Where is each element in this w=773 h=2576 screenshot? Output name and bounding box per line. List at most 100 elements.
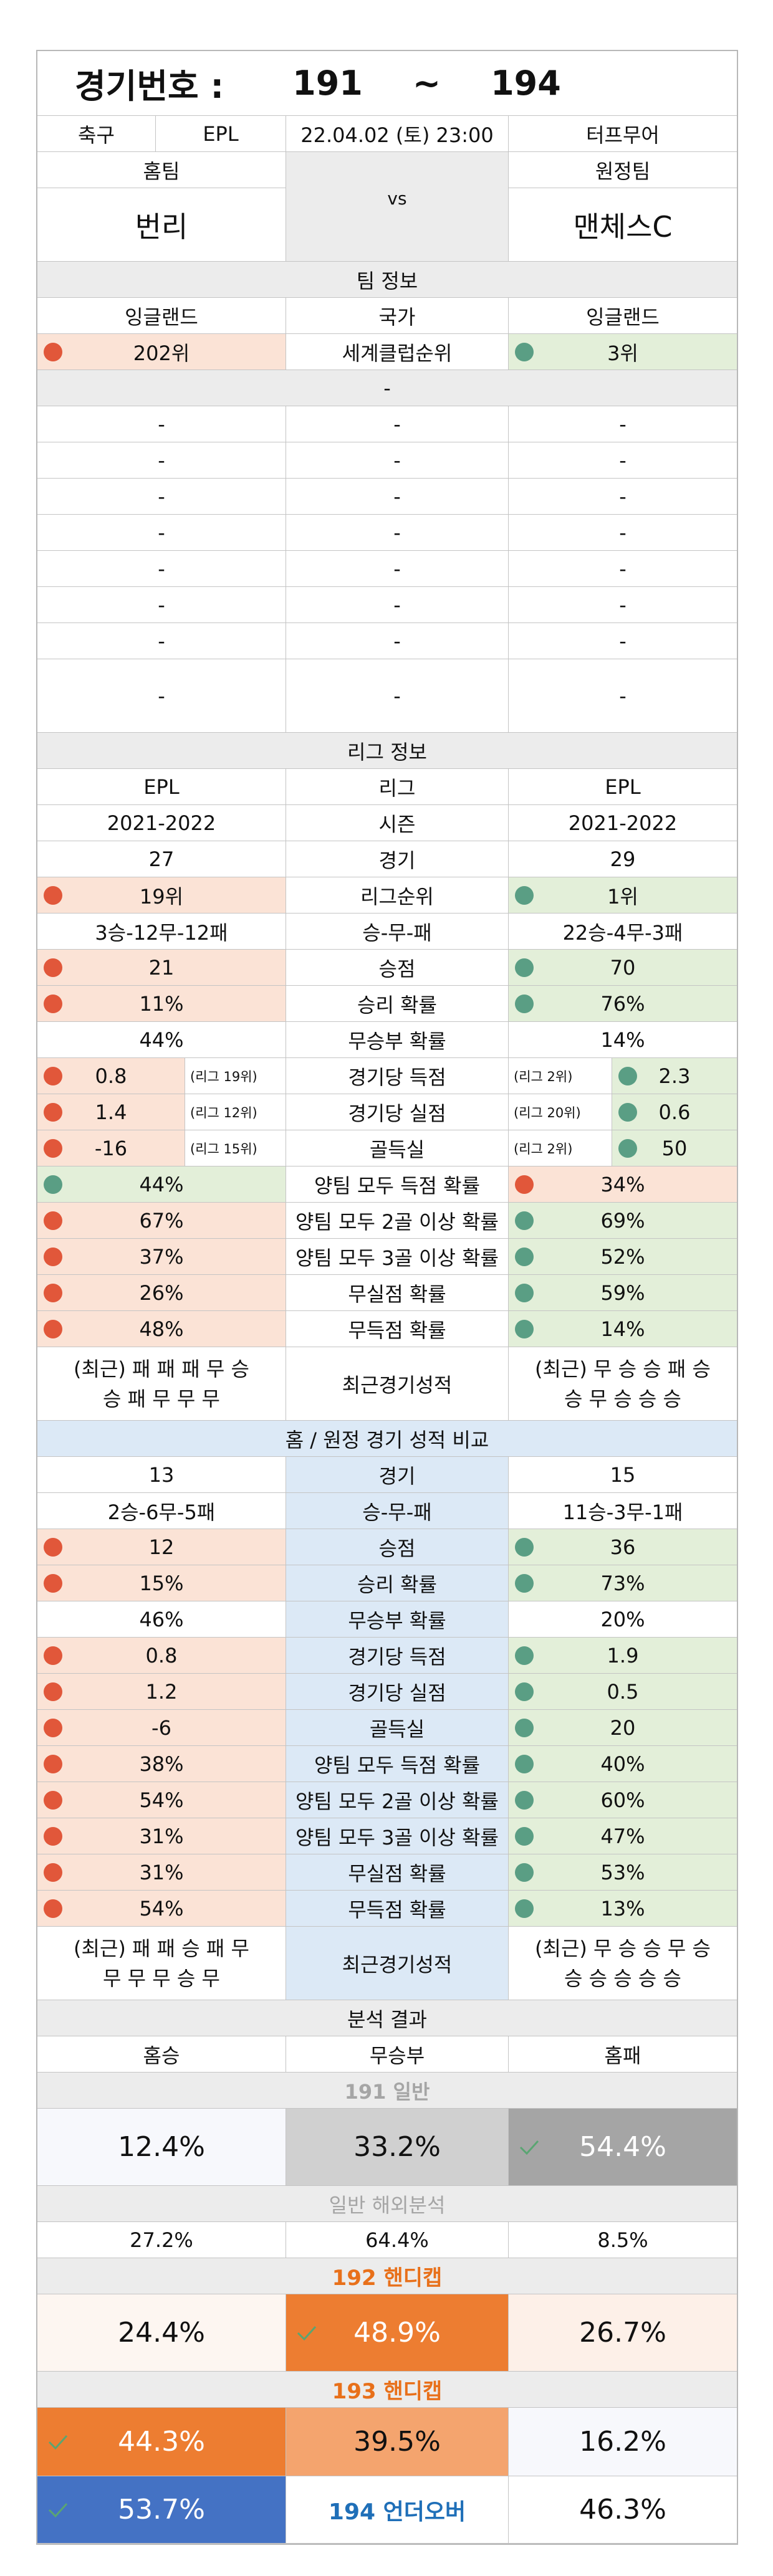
away-venue-recent-line1: (최근) 무 승 승 무 승 [535, 1936, 711, 1960]
handicap193-title: 193 핸디캡 [37, 2372, 737, 2408]
handicap193-values-row: 44.3% 39.5% 16.2% [37, 2408, 737, 2476]
home-btts: 44% [139, 1172, 184, 1196]
green-dot-icon [515, 1718, 534, 1737]
match-number-label: 경기번호 : [75, 67, 224, 106]
home-venue-btts2: 54% [139, 1788, 184, 1812]
empty-label: - [286, 406, 509, 442]
handicap193-away: 16.2% [509, 2408, 737, 2476]
home-venue-fts: 54% [139, 1896, 184, 1920]
team-info-title: 팀 정보 [37, 262, 737, 298]
red-dot-icon [44, 1283, 62, 1302]
red-dot-icon [44, 1863, 62, 1882]
green-dot-icon [515, 1646, 534, 1665]
away-league: EPL [509, 769, 737, 805]
home-venue-btts2-cell: 54% [37, 1782, 286, 1818]
general-home: 12.4% [37, 2109, 286, 2186]
away-rank: 1위 [607, 884, 638, 909]
away-venue-recent-line2: 승 승 승 승 승 [564, 1966, 681, 1990]
empty-home: - [37, 659, 286, 733]
team-name-row: 번리 vs 맨체스C [37, 188, 737, 262]
home-fts-cell: 48% [37, 1311, 286, 1347]
home-venue-btts3-cell: 31% [37, 1818, 286, 1854]
red-dot-icon [44, 1537, 62, 1557]
handicap193-home-cell: 44.3% [37, 2408, 286, 2476]
empty-away: - [509, 479, 737, 515]
draw-rate-row: 44% 무승부 확률 14% [37, 1022, 737, 1058]
venue-btts2-row: 54% 양팀 모두 2골 이상 확률 60% [37, 1782, 737, 1818]
btts2-label: 양팀 모두 2골 이상 확률 [286, 1203, 509, 1239]
goals-against-row: 1.4 (리그 12위) 경기당 실점 (리그 20위) 0.6 [37, 1094, 737, 1130]
green-dot-icon [618, 1102, 637, 1122]
red-dot-icon [44, 1826, 62, 1846]
venue-gf-row: 0.8 경기당 득점 1.9 [37, 1638, 737, 1674]
home-venue-clean: 31% [139, 1860, 184, 1884]
empty-home: - [37, 551, 286, 587]
away-gf: 2.3 [658, 1064, 691, 1088]
green-dot-icon [515, 1537, 534, 1557]
away-venue-games: 15 [509, 1457, 737, 1493]
btts-label: 양팀 모두 득점 확률 [286, 1166, 509, 1203]
green-dot-icon [515, 1899, 534, 1918]
red-dot-icon [44, 342, 62, 361]
away-btts-cell: 34% [509, 1166, 737, 1203]
away-btts: 34% [600, 1172, 645, 1196]
away-venue-gd-cell: 20 [509, 1710, 737, 1746]
away-win-rate: 76% [600, 991, 645, 1016]
overseas-title: 일반 해외분석 [37, 2186, 737, 2222]
red-dot-icon [44, 1138, 62, 1158]
empty-row: --- [37, 406, 737, 442]
home-gf-cell: 0.8 [37, 1058, 185, 1094]
red-dot-icon [44, 994, 62, 1013]
away-recent-line2: 승 무 승 승 승 [564, 1386, 681, 1411]
away-ga-rank: (리그 20위) [509, 1094, 612, 1130]
green-dot-icon [515, 885, 534, 905]
col-home-win: 홈승 [37, 2036, 286, 2073]
empty-home: - [37, 587, 286, 623]
home-fts: 48% [139, 1317, 184, 1341]
green-dot-icon [515, 1826, 534, 1846]
away-clean: 59% [600, 1281, 645, 1305]
red-dot-icon [44, 1646, 62, 1665]
venue-btts3-label: 양팀 모두 3골 이상 확률 [286, 1818, 509, 1854]
general-draw: 33.2% [286, 2109, 509, 2186]
gf-label: 경기당 득점 [286, 1058, 509, 1094]
empty-home: - [37, 479, 286, 515]
home-venue-gd-cell: -6 [37, 1710, 286, 1746]
team-info-separator: - [37, 370, 737, 406]
home-team-name: 번리 [37, 188, 286, 262]
match-number-tilde: ~ [412, 64, 441, 103]
home-draw-rate: 44% [37, 1022, 286, 1058]
home-venue-win-cell: 15% [37, 1565, 286, 1601]
home-ga: 1.4 [95, 1100, 127, 1124]
match-number-title: 경기번호 : 191 ~ 194 [37, 51, 737, 116]
empty-label: - [286, 479, 509, 515]
green-dot-icon [515, 1790, 534, 1810]
away-venue-gd: 20 [610, 1715, 636, 1740]
home-gf-rank: (리그 19위) [185, 1058, 286, 1094]
away-ga-cell: 0.6 [612, 1094, 737, 1130]
league: EPL [156, 116, 286, 152]
games-row: 27 경기 29 [37, 841, 737, 877]
league-info-title: 리그 정보 [37, 733, 737, 769]
venue-btts3-row: 31% 양팀 모두 3골 이상 확률 47% [37, 1818, 737, 1854]
away-venue-btts2: 60% [600, 1788, 645, 1812]
venue-draw-rate-row: 46% 무승부 확률 20% [37, 1601, 737, 1638]
home-btts3-cell: 37% [37, 1239, 286, 1275]
home-league: EPL [37, 769, 286, 805]
venue-clean-label: 무실점 확률 [286, 1854, 509, 1891]
venue-draw-label: 무승부 확률 [286, 1601, 509, 1638]
season-label: 시즌 [286, 805, 509, 841]
away-venue-draw: 20% [509, 1601, 737, 1638]
away-btts3: 52% [600, 1244, 645, 1269]
win-rate-label: 승리 확률 [286, 986, 509, 1022]
empty-home: - [37, 442, 286, 479]
venue-games-row: 13 경기 15 [37, 1457, 737, 1493]
home-venue-gd: -6 [151, 1715, 171, 1740]
empty-row: --- [37, 551, 737, 587]
away-venue-clean-cell: 53% [509, 1854, 737, 1891]
empty-label: - [286, 442, 509, 479]
away-rank-cell: 1위 [509, 877, 737, 914]
away-games: 29 [509, 841, 737, 877]
check-icon [46, 2430, 70, 2454]
